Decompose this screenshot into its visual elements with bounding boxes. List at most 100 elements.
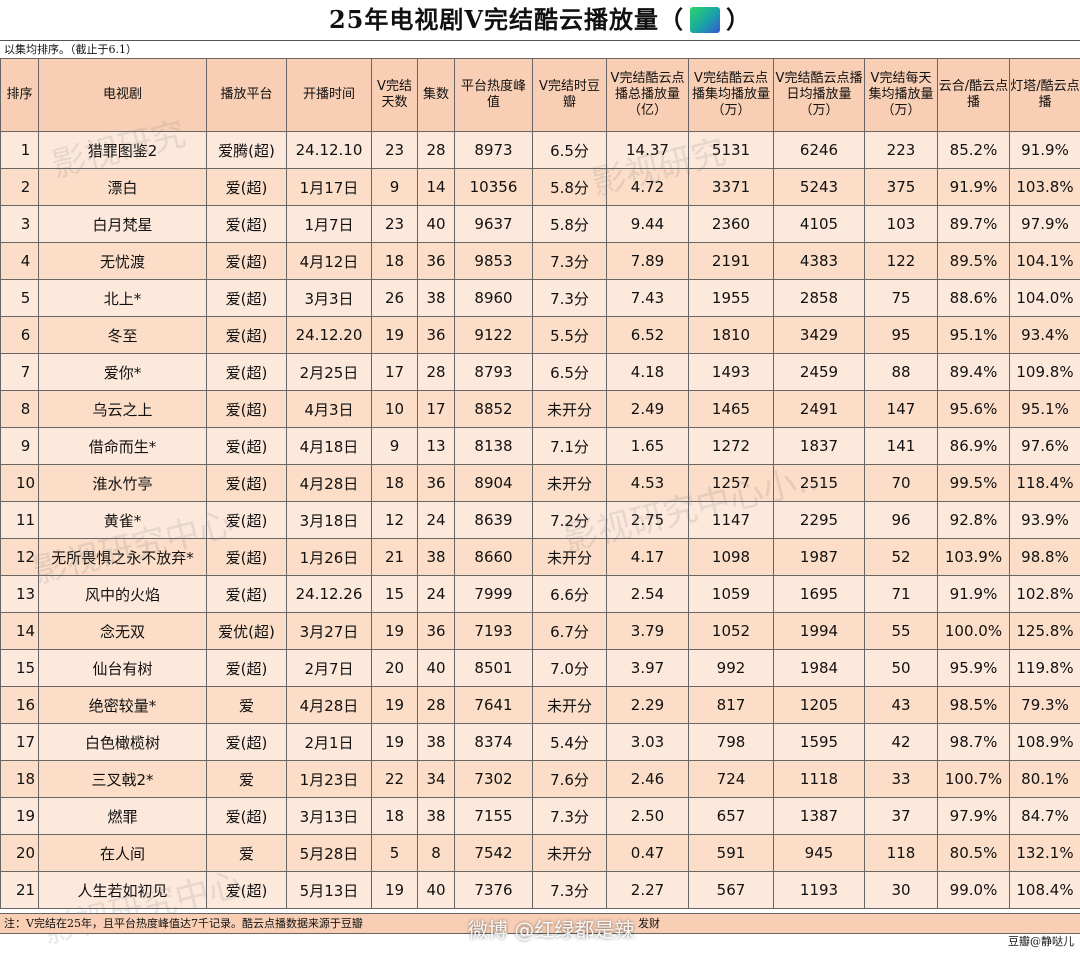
daily-per-episode-cell: 71 xyxy=(864,575,938,613)
daily-plays-cell: 5243 xyxy=(773,168,865,206)
daily-plays-cell: 1595 xyxy=(773,723,865,761)
column-header: V完结酷云点播总播放量（亿） xyxy=(606,58,689,132)
dengta-ratio-cell: 102.8% xyxy=(1009,575,1080,613)
yunhe-ratio-cell: 103.9% xyxy=(937,538,1010,576)
episodes-cell: 38 xyxy=(417,279,455,317)
rank-cell: 6 xyxy=(0,316,39,354)
total-plays-cell: 1.65 xyxy=(606,427,689,465)
title-cell: 白色橄榄树 xyxy=(38,723,207,761)
premiere-date-cell: 2月25日 xyxy=(286,353,372,391)
episodes-cell: 36 xyxy=(417,612,455,650)
premiere-date-cell: 1月17日 xyxy=(286,168,372,206)
total-plays-cell: 7.89 xyxy=(606,242,689,280)
dengta-ratio-cell: 104.1% xyxy=(1009,242,1080,280)
table-row: 18 三叉戟2* 爱 1月23日 22 34 7302 7.6分 2.46 724 1118 33 10… xyxy=(0,760,1080,798)
column-header: 开播时间 xyxy=(286,58,372,132)
premiere-date-cell: 24.12.26 xyxy=(286,575,372,613)
column-header: V完结酷云点播日均播放量（万） xyxy=(773,58,865,132)
daily-plays-cell: 3429 xyxy=(773,316,865,354)
per-episode-plays-cell: 1052 xyxy=(688,612,774,650)
douban-score-cell: 6.5分 xyxy=(532,131,607,169)
premiere-date-cell: 4月28日 xyxy=(286,464,372,502)
table-row: 9 借命而生* 爱(超) 4月18日 9 13 8138 7.1分 1.65 1272 1837 14… xyxy=(0,427,1080,465)
column-header: 电视剧 xyxy=(38,58,207,132)
daily-per-episode-cell: 50 xyxy=(864,649,938,687)
title-cell: 北上* xyxy=(38,279,207,317)
douban-score-cell: 5.8分 xyxy=(532,168,607,206)
total-plays-cell: 4.72 xyxy=(606,168,689,206)
table-row: 8 乌云之上 爱(超) 4月3日 10 17 8852 未开分 2.49 1465 2491 147 9… xyxy=(0,390,1080,428)
per-episode-plays-cell: 1955 xyxy=(688,279,774,317)
douban-score-cell: 6.5分 xyxy=(532,353,607,391)
platform-cell: 爱 xyxy=(206,834,287,872)
days-cell: 12 xyxy=(371,501,418,539)
dengta-ratio-cell: 97.9% xyxy=(1009,205,1080,243)
title-text-before: 25年电视剧V完结酷云播放量（ xyxy=(328,5,685,34)
rank-cell: 10 xyxy=(0,464,39,502)
rank-cell: 11 xyxy=(0,501,39,539)
episodes-cell: 24 xyxy=(417,575,455,613)
premiere-date-cell: 3月3日 xyxy=(286,279,372,317)
per-episode-plays-cell: 1098 xyxy=(688,538,774,576)
table-row: 6 冬至 爱(超) 24.12.20 19 36 9122 5.5分 6.52 1810 3429 9… xyxy=(0,316,1080,354)
title-cell: 猎罪图鉴2 xyxy=(38,131,207,169)
dengta-ratio-cell: 80.1% xyxy=(1009,760,1080,798)
days-cell: 23 xyxy=(371,131,418,169)
daily-per-episode-cell: 75 xyxy=(864,279,938,317)
heat-peak-cell: 7155 xyxy=(454,797,533,835)
douban-score-cell: 7.3分 xyxy=(532,279,607,317)
rank-cell: 2 xyxy=(0,168,39,206)
days-cell: 19 xyxy=(371,686,418,724)
rank-cell: 1 xyxy=(0,131,39,169)
episodes-cell: 28 xyxy=(417,353,455,391)
heat-peak-cell: 8904 xyxy=(454,464,533,502)
daily-plays-cell: 1387 xyxy=(773,797,865,835)
table-row: 16 绝密较量* 爱 4月28日 19 28 7641 未开分 2.29 817 1205 43 98.… xyxy=(0,686,1080,724)
table-row: 21 人生若如初见 爱(超) 5月13日 19 40 7376 7.3分 2.27 567 1193… xyxy=(0,871,1080,909)
daily-plays-cell: 2491 xyxy=(773,390,865,428)
per-episode-plays-cell: 1059 xyxy=(688,575,774,613)
daily-per-episode-cell: 96 xyxy=(864,501,938,539)
total-plays-cell: 2.54 xyxy=(606,575,689,613)
rank-cell: 19 xyxy=(0,797,39,835)
yunhe-ratio-cell: 100.0% xyxy=(937,612,1010,650)
premiere-date-cell: 5月13日 xyxy=(286,871,372,909)
daily-per-episode-cell: 103 xyxy=(864,205,938,243)
footer-note: 注：V完结在25年，且平台热度峰值达7千记录。酷云点播数据来源于豆瓣 发财 xyxy=(0,913,1080,934)
table-row: 14 念无双 爱优(超) 3月27日 19 36 7193 6.7分 3.79 1052 1994 5… xyxy=(0,612,1080,650)
daily-plays-cell: 1987 xyxy=(773,538,865,576)
per-episode-plays-cell: 1147 xyxy=(688,501,774,539)
total-plays-cell: 9.44 xyxy=(606,205,689,243)
total-plays-cell: 14.37 xyxy=(606,131,689,169)
douban-score-cell: 未开分 xyxy=(532,464,607,502)
daily-plays-cell: 2858 xyxy=(773,279,865,317)
dengta-ratio-cell: 104.0% xyxy=(1009,279,1080,317)
platform-cell: 爱(超) xyxy=(206,168,287,206)
column-header: V完结天数 xyxy=(371,58,418,132)
total-plays-cell: 4.18 xyxy=(606,353,689,391)
daily-per-episode-cell: 37 xyxy=(864,797,938,835)
days-cell: 5 xyxy=(371,834,418,872)
douban-score-cell: 5.4分 xyxy=(532,723,607,761)
daily-per-episode-cell: 223 xyxy=(864,131,938,169)
table-row: 15 仙台有树 爱(超) 2月7日 20 40 8501 7.0分 3.97 992 1984 50 9… xyxy=(0,649,1080,687)
platform-cell: 爱(超) xyxy=(206,464,287,502)
per-episode-plays-cell: 591 xyxy=(688,834,774,872)
table-row: 17 白色橄榄树 爱(超) 2月1日 19 38 8374 5.4分 3.03 798 1595 42… xyxy=(0,723,1080,761)
yunhe-ratio-cell: 80.5% xyxy=(937,834,1010,872)
episodes-cell: 17 xyxy=(417,390,455,428)
dengta-ratio-cell: 79.3% xyxy=(1009,686,1080,724)
per-episode-plays-cell: 992 xyxy=(688,649,774,687)
title-cell: 爱你* xyxy=(38,353,207,391)
yunhe-ratio-cell: 88.6% xyxy=(937,279,1010,317)
title-cell: 风中的火焰 xyxy=(38,575,207,613)
episodes-cell: 40 xyxy=(417,871,455,909)
rank-cell: 7 xyxy=(0,353,39,391)
rank-cell: 20 xyxy=(0,834,39,872)
per-episode-plays-cell: 567 xyxy=(688,871,774,909)
title-cell: 无忧渡 xyxy=(38,242,207,280)
column-header: V完结酷云点播集均播放量（万） xyxy=(688,58,774,132)
daily-plays-cell: 2295 xyxy=(773,501,865,539)
yunhe-ratio-cell: 89.5% xyxy=(937,242,1010,280)
title-cell: 无所畏惧之永不放弃* xyxy=(38,538,207,576)
